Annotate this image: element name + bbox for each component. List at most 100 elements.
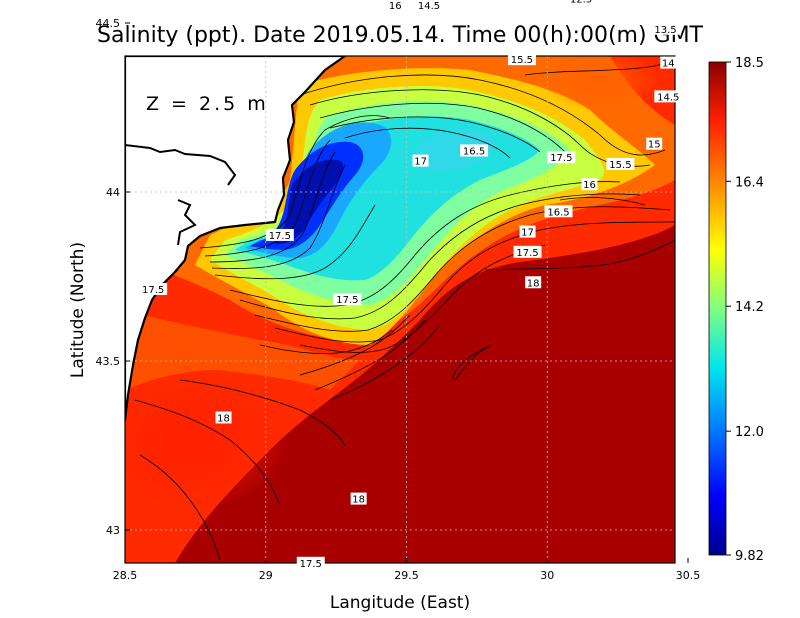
contour-label-text: 18 [352, 495, 365, 506]
contour-label-bg [350, 492, 367, 505]
contour-label: 17.5 [513, 245, 542, 259]
contour-label-text: 16.5 [463, 146, 485, 157]
contour-label: 12.5 [567, 0, 596, 5]
contour-label-bg [547, 151, 576, 164]
colorbar-ticks: 18.5 16.4 14.2 12.0 9.82 [726, 56, 764, 564]
field-band-darkblue [275, 159, 344, 245]
contour-label-text: 17.5 [516, 248, 538, 259]
contour-label: 17 [519, 225, 536, 239]
contour-label-text: 15.5 [511, 55, 533, 66]
y-tick-label: 44 [106, 186, 120, 199]
plot-frame [124, 55, 676, 564]
contour-line [139, 454, 221, 561]
contour-line [229, 181, 621, 307]
contour-lines [134, 57, 675, 561]
land [125, 56, 347, 422]
chart-title: Salinity (ppt). Date 2019.05.14. Time 00… [97, 23, 704, 48]
contour-label: 16.5 [460, 144, 489, 157]
colorbar-tick-label: 12.0 [735, 425, 764, 440]
contour-label-bg [387, 0, 404, 12]
contour-line [239, 193, 641, 320]
contour-line [329, 324, 441, 401]
contour-label-text: 17.5 [336, 295, 358, 306]
contour-label: 14 [660, 56, 677, 70]
contour-label: 17 [412, 154, 429, 168]
contour-label-bg [646, 137, 663, 150]
contour-label: 17.5 [265, 228, 294, 242]
contour-label-bg [139, 283, 168, 296]
contour-label-text: 16.5 [547, 207, 569, 218]
y-tick-label: 44.5 [96, 17, 121, 30]
colorbar-tick-label: 9.82 [735, 549, 764, 564]
contour-label-bg [460, 144, 489, 157]
colorbar-tick-label: 16.4 [735, 175, 764, 190]
contour-label: 14.5 [654, 90, 683, 103]
y-tick-label: 43 [106, 524, 120, 537]
contour-label-bg [415, 0, 444, 12]
contour-label: 14.5 [415, 0, 444, 12]
contour-line [134, 399, 281, 506]
field-blob-n [540, 56, 660, 110]
contour-label-bg [215, 411, 232, 424]
contour-label: 13.5 [651, 22, 680, 36]
contour-label-bg [651, 22, 680, 35]
contour-label-text: 17.5 [269, 231, 291, 242]
contour-label: 18 [350, 492, 367, 506]
contour-line [259, 329, 393, 354]
contour-line [204, 139, 331, 257]
contour-label-text: 17.5 [142, 285, 164, 296]
contour-line [199, 115, 391, 249]
y-tick-label: 43.5 [96, 355, 121, 368]
contour-line [314, 319, 426, 391]
contour-label-text: 14 [662, 59, 675, 70]
x-tick-label: 28.5 [113, 569, 138, 582]
contour-label-text: 18 [527, 278, 540, 289]
contour-label: 17.5 [139, 283, 168, 296]
x-tick-label: 30.5 [676, 569, 701, 582]
contour-label-bg [296, 556, 325, 569]
colorbar-tick-label: 18.5 [735, 56, 764, 71]
contour-label-text: 15.5 [609, 160, 631, 171]
contour-line [274, 221, 675, 343]
land-coast-detail [125, 144, 237, 186]
contour-label-text: 15 [648, 140, 661, 151]
contour-label: 15.5 [507, 53, 536, 66]
contour-line [319, 102, 566, 153]
contour-label-bg [265, 228, 294, 241]
contour-labels: 16.5171615.51614.512.51313.514131313.515… [139, 0, 683, 570]
contour-line [179, 379, 346, 446]
contour-label-bg [660, 56, 677, 69]
depth-annotation: Z = 2.5 m [146, 93, 269, 115]
contour-label: 18 [525, 276, 542, 289]
contour-label-text: 17.5 [300, 559, 322, 570]
contour-line [211, 164, 346, 270]
contour-label-bg [519, 225, 536, 238]
contour-label-text: 18 [217, 413, 230, 424]
contour-label-bg [606, 157, 635, 170]
contour-label-text: 12.5 [570, 0, 592, 5]
contour-label-bg [567, 0, 596, 5]
contour-label-text: 14.5 [418, 1, 440, 12]
x-axis-title: Langitude (East) [330, 593, 470, 613]
contour-line [484, 239, 675, 271]
contour-line [209, 151, 336, 263]
contour-label: 17.5 [333, 293, 362, 306]
contour-label-text: 17.5 [550, 153, 572, 164]
contour-label-bg [507, 53, 536, 66]
contour-line [344, 127, 511, 159]
field-band-cyan-2 [413, 129, 496, 173]
contour-line [214, 204, 376, 280]
contour-label-bg [412, 154, 429, 167]
contour-label-text: 16 [583, 180, 596, 191]
x-tick-label: 30 [540, 569, 554, 582]
x-tick-label: 29 [259, 569, 273, 582]
contour-line [329, 116, 541, 153]
colorbar-tick-label: 14.2 [735, 300, 764, 315]
contour-line [452, 345, 491, 381]
contour-label-bg [654, 90, 683, 103]
contour-label-bg [333, 293, 362, 306]
contour-label-bg [525, 276, 542, 289]
field-blob-sw [125, 370, 290, 510]
